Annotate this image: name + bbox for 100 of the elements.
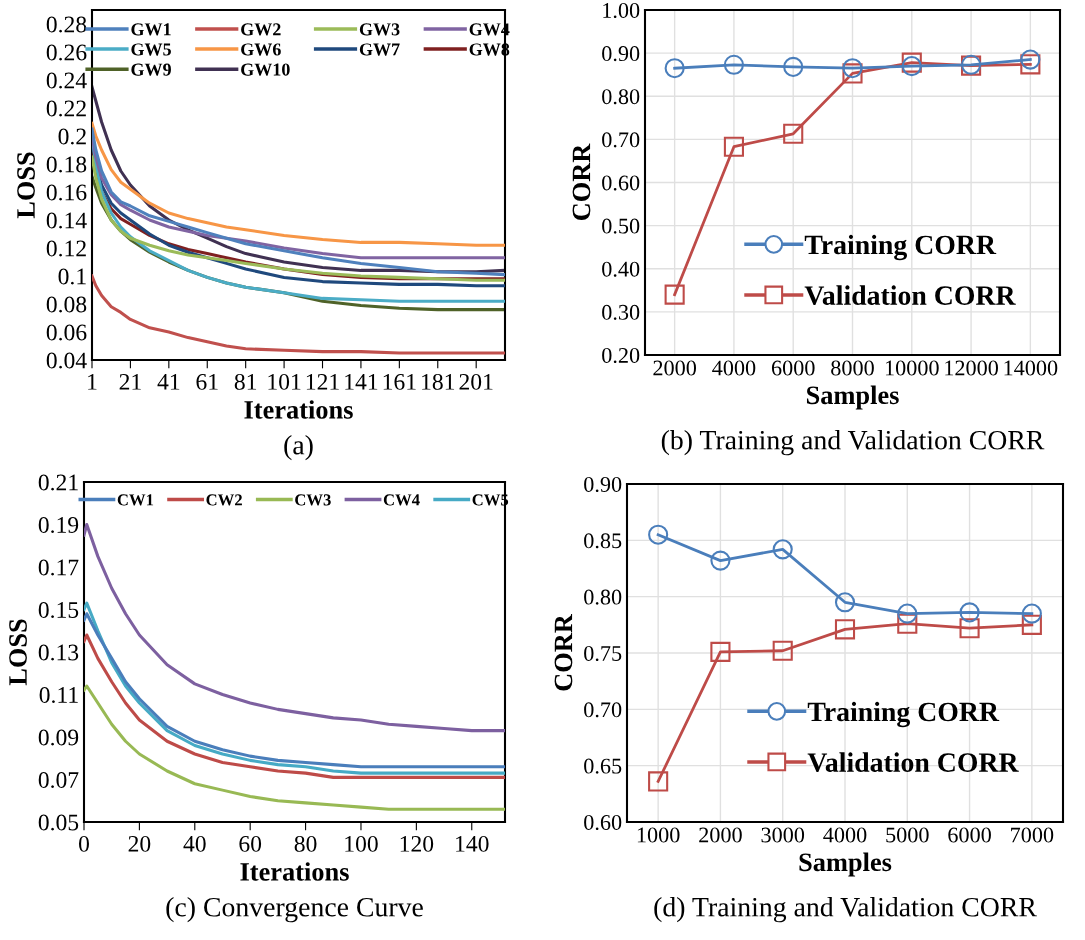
y-tick-label: 0.70	[584, 702, 622, 718]
y-tick-label: 0.30	[602, 304, 640, 320]
line-series	[84, 522, 505, 733]
y-tick-label: 0.22	[46, 100, 86, 117]
y-tick-label: 0.20	[602, 347, 640, 364]
line-series	[92, 121, 505, 247]
legend-label: GW3	[359, 23, 400, 36]
legend-label: CW1	[117, 494, 154, 506]
x-tick-label: 181	[422, 373, 455, 390]
point	[842, 63, 863, 84]
point	[834, 619, 856, 640]
y-tick-label: 0.1	[58, 268, 86, 285]
y-tick-label: 0.80	[584, 589, 622, 605]
point	[710, 550, 731, 571]
text: (a)	[284, 435, 313, 461]
x-tick-label: 2000	[699, 827, 742, 843]
y-tick-label: 0.50	[602, 218, 640, 234]
x-tick-label: 120	[400, 835, 434, 852]
point	[783, 56, 804, 77]
point	[664, 58, 685, 79]
point	[959, 618, 980, 639]
text: (c) Convergence Curve	[166, 897, 423, 923]
x-tick-label: 10000	[885, 360, 939, 376]
x-tick-label: 100	[345, 835, 378, 852]
text: (b) Training and Validation CORR	[661, 430, 1045, 456]
y-tick-label: 0.75	[584, 645, 622, 662]
y-tick-label: 0.60	[602, 175, 640, 191]
point	[723, 54, 744, 75]
x-tick-label: 7000	[1011, 827, 1054, 843]
x-axis-title: Samples	[806, 385, 899, 410]
x-tick-label: 140	[456, 835, 489, 852]
legend-label: GW1	[131, 23, 171, 36]
legend-label: GW7	[359, 43, 400, 56]
x-tick-label: 141	[345, 373, 378, 390]
x-tick-label: 2000	[653, 360, 697, 376]
legend-label: Validation CORR	[804, 285, 1016, 306]
y-tick-label: 0.60	[584, 814, 622, 831]
x-tick-label: 4000	[712, 360, 756, 376]
y-tick-label: 0.06	[46, 324, 87, 341]
x-tick-label: 201	[459, 373, 493, 390]
y-tick-label: 0.15	[38, 601, 79, 619]
x-tick-label: 4000	[823, 827, 867, 843]
y-tick-label: 0.12	[46, 240, 86, 257]
y-tick-label: 0.21	[38, 474, 78, 491]
x-axis-title: Samples	[799, 852, 892, 877]
point	[959, 602, 980, 623]
y-axis-title: LOSS	[17, 152, 35, 219]
legend-label: CW2	[206, 494, 242, 506]
point	[897, 603, 918, 624]
y-tick-label: 0.80	[602, 89, 640, 105]
y-tick-label: 0.70	[602, 132, 640, 148]
x-tick-label: 8000	[831, 360, 874, 376]
x-tick-label: 101	[268, 373, 301, 390]
point	[1020, 54, 1041, 75]
legend-label: Validation CORR	[807, 752, 1019, 773]
point	[772, 640, 793, 661]
x-tick-label: 61	[196, 373, 218, 390]
x-tick-label: 0	[79, 835, 89, 852]
point	[834, 592, 856, 613]
y-tick-label: 0.04	[46, 352, 87, 369]
y-tick-label: 0.13	[38, 644, 79, 661]
x-tick-label: 12000	[945, 360, 998, 376]
y-tick-label: 0.40	[602, 261, 640, 277]
y-tick-label: 0.07	[38, 771, 79, 789]
x-tick-label: 6000	[948, 827, 991, 843]
x-tick-label: 6000	[771, 360, 815, 376]
x-tick-label: 21	[119, 373, 141, 390]
line-series	[92, 274, 505, 355]
x-tick-label: 1000	[637, 827, 680, 843]
x-tick-label: 3000	[761, 827, 805, 843]
y-tick-label: 1.00	[603, 2, 640, 19]
x-tick-label: 80	[294, 835, 317, 852]
y-tick-label: 0.08	[46, 296, 87, 313]
x-tick-label: 161	[383, 373, 416, 390]
point	[842, 58, 863, 79]
y-tick-label: 0.26	[46, 44, 87, 61]
y-tick-label: 0.17	[38, 559, 79, 576]
y-tick-label: 0.11	[39, 686, 78, 704]
y-axis-title: CORR	[554, 613, 573, 691]
point	[1021, 614, 1042, 635]
y-axis-title: LOSS	[9, 619, 27, 686]
y-tick-label: 0.85	[584, 533, 622, 549]
y-tick-label: 0.65	[584, 758, 622, 774]
legend-label: CW3	[295, 494, 331, 506]
y-tick-label: 0.09	[38, 729, 79, 746]
point	[1021, 603, 1042, 624]
legend-label: Training CORR	[804, 234, 997, 261]
point	[783, 123, 804, 144]
x-tick-label: 1	[88, 373, 97, 390]
line-series	[84, 633, 505, 779]
point	[897, 613, 918, 634]
legend-label: GW6	[241, 43, 281, 56]
x-tick-label: 5000	[886, 827, 929, 843]
x-axis-title: Iterations	[240, 862, 349, 881]
point	[710, 641, 731, 662]
point	[723, 136, 744, 157]
y-tick-label: 0.05	[38, 814, 79, 831]
legend-label: GW5	[131, 43, 171, 56]
y-tick-label: 0.90	[602, 46, 640, 62]
x-tick-label: 121	[306, 373, 339, 390]
